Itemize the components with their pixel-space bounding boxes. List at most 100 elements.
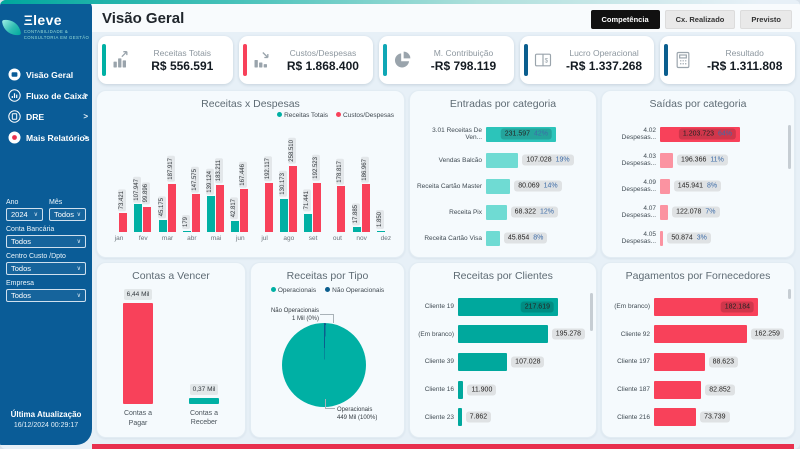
bar-custos-despesas-jun[interactable] bbox=[240, 189, 249, 232]
bar[interactable] bbox=[123, 303, 153, 405]
bar-row-em-branco: (Em branco) 182.184 bbox=[608, 297, 786, 316]
bar-receitas-totais-abr[interactable] bbox=[182, 231, 191, 232]
bar[interactable] bbox=[486, 126, 556, 142]
bar-receitas-totais-ago[interactable] bbox=[279, 198, 288, 232]
legend-item: Receitas Totais bbox=[277, 112, 328, 119]
sidebar-item-fluxo-de-caixa[interactable]: Fluxo de Caixa > bbox=[4, 85, 90, 106]
more-reports-icon bbox=[8, 131, 21, 144]
panel-contas-a-vencer: Contas a Vencer 6,44 Mil Contas a Pagar 0,3… bbox=[96, 262, 246, 438]
pie-callout-line bbox=[325, 399, 335, 409]
ledger-icon: $ bbox=[533, 50, 553, 70]
legend-dot bbox=[270, 287, 276, 292]
bar-receitas-totais-mai[interactable] bbox=[207, 196, 216, 232]
kpi-card-custos-despesas[interactable]: Custos/Despesas R$ 1.868.400 bbox=[238, 36, 374, 84]
bar[interactable] bbox=[660, 152, 674, 168]
filter-value: Todos bbox=[11, 291, 32, 300]
empresa-select[interactable]: Todos ∨ bbox=[6, 289, 86, 302]
chevron-right-icon: > bbox=[83, 91, 88, 100]
kpi-card-lucro-operacional[interactable]: $ Lucro Operacional -R$ 1.337.268 bbox=[519, 36, 655, 84]
chevron-down-icon: ∨ bbox=[76, 293, 81, 299]
bar-custos-despesas-jan[interactable] bbox=[119, 213, 127, 232]
centro-custo-dpto-select[interactable]: Todos ∨ bbox=[6, 262, 86, 275]
bar[interactable] bbox=[486, 152, 519, 168]
scrollbar-thumb[interactable] bbox=[788, 125, 791, 169]
bar[interactable] bbox=[660, 204, 669, 220]
kpi-label: Custos/Despesas bbox=[289, 47, 357, 58]
bar-value-label: 182.184 bbox=[720, 301, 754, 313]
bar-receitas-totais-fev[interactable] bbox=[134, 204, 143, 232]
bar-value: 122.078 bbox=[676, 208, 702, 216]
x-axis-label: nov bbox=[356, 235, 367, 242]
calculator-icon bbox=[673, 50, 693, 70]
bar-receitas-totais-jun[interactable] bbox=[231, 221, 240, 232]
category-label: Cliente 92 bbox=[620, 330, 650, 338]
category-label: 4.09 Despesas... bbox=[621, 179, 656, 193]
bar-custos-despesas-fev[interactable] bbox=[143, 206, 152, 232]
bar[interactable] bbox=[660, 230, 664, 246]
scrollbar-thumb[interactable] bbox=[590, 293, 593, 331]
category-label: (Em branco) bbox=[614, 303, 650, 311]
bar-receitas-totais-mar[interactable] bbox=[158, 220, 167, 232]
kpi-accent-bar bbox=[242, 44, 247, 76]
kpi-card-resultado[interactable]: Resultado -R$ 1.311.808 bbox=[660, 36, 795, 84]
category-label: Cliente 16 bbox=[424, 386, 454, 394]
bar[interactable] bbox=[654, 408, 697, 427]
bar-percent: 42% bbox=[533, 130, 548, 138]
ano-select[interactable]: 2024 ∨ bbox=[6, 208, 43, 221]
bar-value-label: 11.900 bbox=[467, 384, 497, 396]
category-label: 4.02 Despesas... bbox=[621, 127, 656, 141]
bar[interactable] bbox=[486, 230, 500, 246]
bar-custos-despesas-abr[interactable] bbox=[191, 194, 200, 232]
chevron-down-icon: ∨ bbox=[76, 212, 81, 218]
category-label: Cliente 23 bbox=[424, 413, 454, 421]
bar-track: 182.184 bbox=[654, 297, 786, 316]
toggle-competencia[interactable]: Competência bbox=[590, 10, 660, 29]
bar-custos-despesas-mar[interactable] bbox=[167, 184, 176, 232]
bar-custos-despesas-ago[interactable] bbox=[288, 166, 297, 232]
top-accent-strip bbox=[0, 0, 800, 4]
bar[interactable] bbox=[458, 352, 508, 371]
bar-custos-despesas-nov[interactable] bbox=[361, 184, 370, 232]
bar[interactable] bbox=[458, 380, 464, 399]
bar-custos-despesas-jul[interactable] bbox=[264, 182, 273, 232]
bar-value: 162.259 bbox=[754, 330, 780, 338]
bar[interactable] bbox=[189, 398, 219, 404]
bar[interactable] bbox=[458, 297, 558, 316]
bar-receitas-totais-dez[interactable] bbox=[376, 231, 385, 232]
toggle-previsto[interactable]: Previsto bbox=[740, 10, 792, 29]
bar-custos-despesas-set[interactable] bbox=[313, 182, 322, 232]
bar-value-label: 82.852 bbox=[705, 384, 735, 396]
bar[interactable] bbox=[458, 325, 548, 344]
bar[interactable] bbox=[660, 178, 670, 194]
bar-receitas-totais-set[interactable] bbox=[304, 213, 313, 232]
toggle-cx-realizado[interactable]: Cx. Realizado bbox=[664, 10, 736, 29]
bar[interactable] bbox=[458, 408, 462, 427]
bar-receitas-totais-nov[interactable] bbox=[352, 227, 361, 232]
bar[interactable] bbox=[654, 380, 702, 399]
bar-row-4-09-despesas: 4.09 Despesas... 145.941 8% bbox=[608, 178, 786, 194]
logo-text: Ξleve bbox=[23, 12, 62, 28]
bar[interactable] bbox=[654, 297, 758, 316]
bar[interactable] bbox=[486, 178, 511, 194]
bar-custos-despesas-mai[interactable] bbox=[216, 185, 225, 232]
bar-value: 145.941 bbox=[677, 182, 703, 190]
bar-custos-despesas-out[interactable] bbox=[337, 186, 346, 232]
bar[interactable] bbox=[486, 204, 507, 220]
bar-value-label: 183.211 bbox=[215, 157, 224, 184]
bar[interactable] bbox=[660, 126, 740, 142]
mes-select[interactable]: Todos ∨ bbox=[49, 208, 86, 221]
receitas-por-tipo-pie[interactable] bbox=[282, 323, 366, 407]
conta-bancaria-select[interactable]: Todos ∨ bbox=[6, 235, 86, 248]
bar-value-label: 162.259 bbox=[750, 328, 784, 340]
sidebar-item-dre[interactable]: DRE > bbox=[4, 106, 90, 127]
bar[interactable] bbox=[654, 352, 705, 371]
bar[interactable] bbox=[654, 325, 747, 344]
kpi-card-m-contribuicao[interactable]: M. Contribuição -R$ 798.119 bbox=[379, 36, 514, 84]
bar-row-receita-pix: Receita Pix 68.322 12% bbox=[416, 204, 588, 220]
sidebar-item-mais-relatorios[interactable]: Mais Relatórios > bbox=[4, 127, 90, 148]
sidebar-item-visao-geral[interactable]: Visão Geral bbox=[4, 64, 90, 85]
scrollbar-thumb[interactable] bbox=[788, 289, 791, 299]
kpi-card-receitas-totais[interactable]: Receitas Totais R$ 556.591 bbox=[98, 36, 233, 84]
bar-track: 50.874 3% bbox=[660, 230, 786, 246]
chevron-right-icon: > bbox=[83, 133, 88, 142]
